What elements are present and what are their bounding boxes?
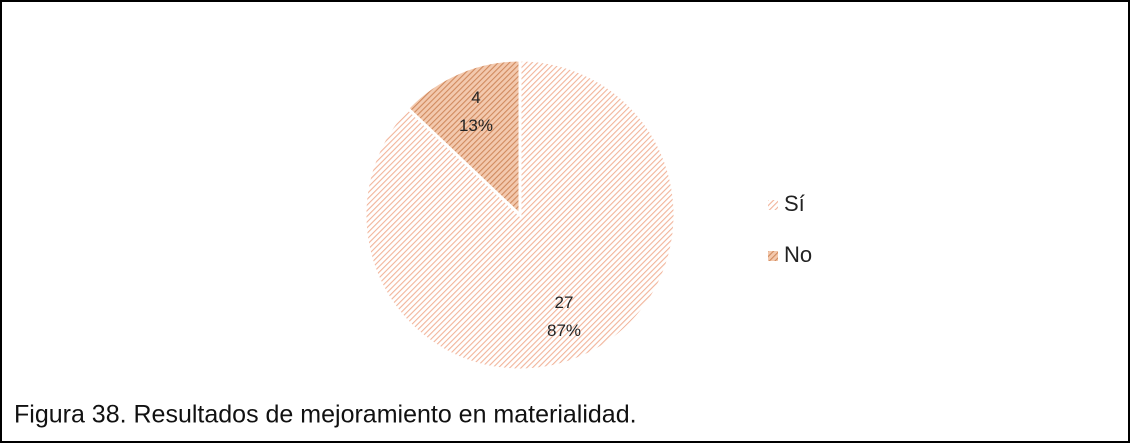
pie-slice [405, 58, 522, 219]
legend-swatch [768, 200, 778, 210]
data-label: 27 [555, 293, 574, 312]
legend-label: No [784, 242, 812, 267]
caption: Figura 38. Resultados de mejoramiento en… [14, 401, 637, 429]
legend-swatch [768, 251, 778, 261]
data-label: 4 [471, 88, 480, 107]
data-label-percent: 87% [547, 321, 581, 340]
legend-label: Sí [784, 191, 805, 216]
data-label-percent: 13% [459, 116, 493, 135]
